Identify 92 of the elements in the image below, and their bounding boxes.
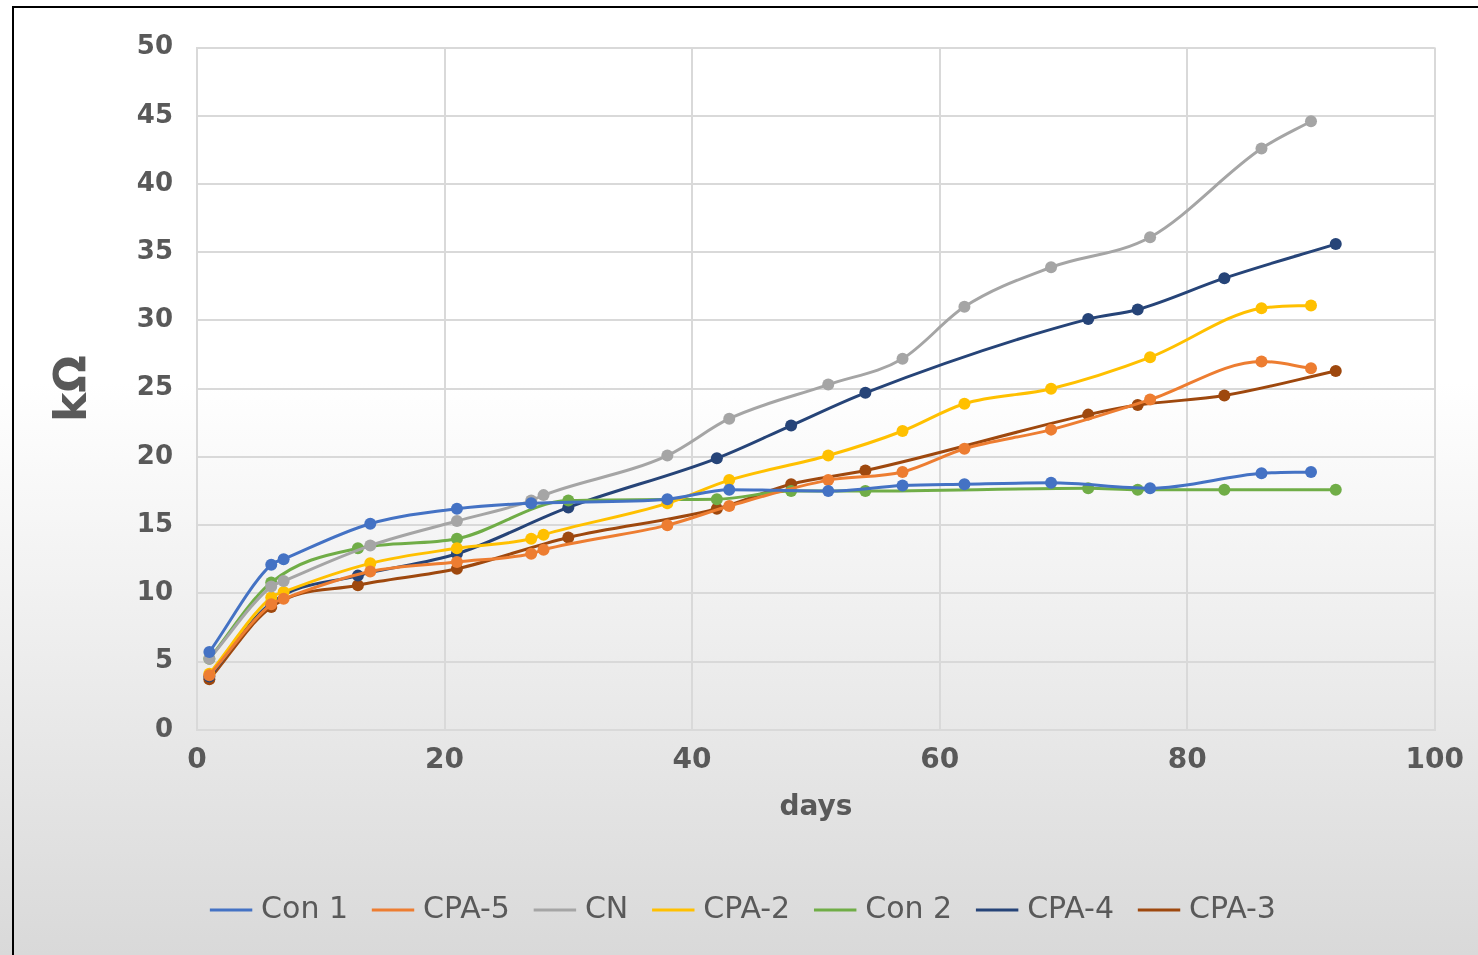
y-tick-label: 15 (136, 507, 173, 538)
point (1305, 115, 1317, 128)
point (822, 474, 835, 487)
point (1045, 261, 1058, 274)
point (723, 500, 736, 513)
legend-label: Con 2 (865, 889, 953, 925)
legend-label: CN (584, 889, 629, 925)
legend-label: Con 1 (261, 889, 349, 925)
point (710, 493, 723, 506)
x-tick-label: 0 (187, 741, 207, 775)
point (450, 515, 463, 528)
point (1144, 393, 1157, 406)
point (723, 483, 736, 496)
point (364, 517, 377, 530)
point (537, 543, 550, 556)
point (661, 493, 674, 506)
point (958, 300, 971, 313)
x-tick-label: 100 (1405, 741, 1464, 775)
point (958, 478, 971, 491)
point (450, 555, 463, 568)
point (723, 412, 736, 425)
y-tick-label: 45 (136, 98, 173, 129)
y-tick-label: 0 (154, 712, 173, 743)
point (1082, 313, 1095, 326)
point (661, 519, 674, 532)
point (537, 528, 550, 541)
point (1305, 362, 1317, 375)
x-tick-label: 20 (425, 741, 465, 775)
y-tick-label: 40 (136, 166, 173, 197)
point (1329, 364, 1342, 377)
point (265, 580, 278, 593)
point (1255, 467, 1268, 480)
y-tick-label: 50 (136, 30, 173, 61)
y-tick-label: 20 (136, 439, 173, 470)
point (277, 553, 290, 566)
point (1218, 272, 1231, 285)
y-tick-label: 35 (136, 235, 173, 266)
point (450, 542, 463, 555)
point (822, 449, 835, 462)
legend-label: CPA-4 (1027, 889, 1115, 925)
point (203, 646, 216, 659)
point (896, 352, 909, 365)
point (1329, 483, 1342, 496)
y-tick-label: 5 (154, 644, 173, 675)
point (277, 592, 290, 605)
legend-label: CPA-5 (423, 889, 510, 925)
point (896, 465, 909, 478)
y-axis-title: kΩ (44, 355, 96, 423)
point (1131, 303, 1144, 316)
point (364, 565, 377, 578)
point (661, 449, 674, 462)
x-tick-label: 40 (672, 741, 712, 775)
point (1305, 299, 1317, 312)
point (1144, 482, 1157, 495)
y-tick-label: 25 (136, 371, 173, 402)
point (1045, 382, 1058, 395)
point (1218, 389, 1231, 402)
y-tick-label: 10 (136, 576, 173, 607)
point (265, 558, 278, 571)
point (710, 452, 723, 465)
point (1255, 355, 1268, 368)
point (364, 539, 377, 552)
point (562, 531, 575, 544)
point (1329, 238, 1342, 251)
point (958, 442, 971, 455)
point (1218, 483, 1231, 496)
x-axis-title: days (779, 789, 853, 823)
x-tick-label: 60 (920, 741, 960, 775)
point (525, 532, 538, 545)
point (1045, 476, 1058, 489)
point (450, 502, 463, 515)
point (1255, 142, 1268, 155)
point (537, 489, 550, 502)
point (822, 378, 835, 391)
legend-label: CPA-3 (1189, 889, 1276, 925)
point (822, 485, 835, 498)
point (351, 579, 364, 592)
point (896, 479, 909, 492)
point (958, 397, 971, 410)
point (277, 575, 290, 588)
legend-label: CPA-2 (703, 889, 791, 925)
y-tick-label: 30 (136, 303, 173, 334)
point (785, 419, 798, 432)
point (859, 386, 872, 399)
point (1305, 465, 1317, 478)
point (1144, 351, 1157, 364)
point (525, 547, 538, 560)
point (1045, 423, 1058, 436)
point (896, 425, 909, 437)
point (1144, 231, 1157, 244)
point (1255, 302, 1268, 315)
x-tick-label: 80 (1167, 741, 1207, 775)
